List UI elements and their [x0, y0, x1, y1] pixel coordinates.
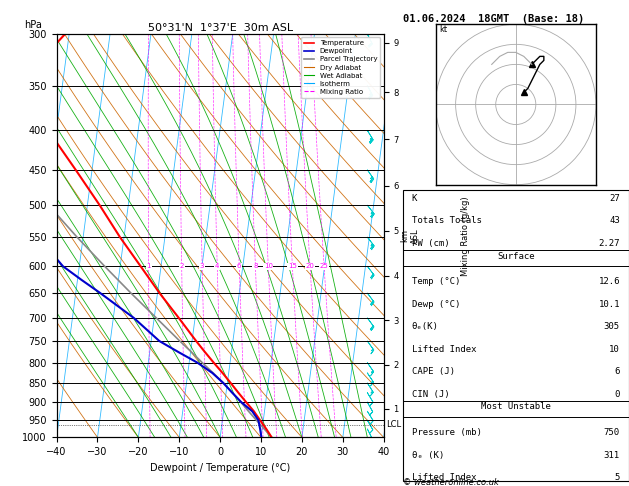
Text: 6: 6 [237, 263, 242, 269]
Text: 1: 1 [147, 263, 151, 269]
Text: 2: 2 [179, 263, 184, 269]
Text: 750: 750 [604, 428, 620, 437]
Text: CIN (J): CIN (J) [411, 390, 449, 399]
Text: 3: 3 [200, 263, 204, 269]
Text: 5: 5 [615, 473, 620, 482]
Text: 15: 15 [288, 263, 297, 269]
Text: Surface: Surface [497, 252, 535, 260]
Legend: Temperature, Dewpoint, Parcel Trajectory, Dry Adiabat, Wet Adiabat, Isotherm, Mi: Temperature, Dewpoint, Parcel Trajectory… [301, 37, 380, 98]
X-axis label: Dewpoint / Temperature (°C): Dewpoint / Temperature (°C) [150, 463, 290, 473]
Text: K: K [411, 194, 417, 203]
Text: Most Unstable: Most Unstable [481, 402, 551, 411]
Text: 305: 305 [604, 322, 620, 331]
Text: 12.6: 12.6 [598, 278, 620, 286]
Text: 10: 10 [610, 345, 620, 354]
Text: Totals Totals: Totals Totals [411, 216, 481, 226]
Text: PW (cm): PW (cm) [411, 239, 449, 248]
Text: Dewp (°C): Dewp (°C) [411, 300, 460, 309]
Title: 50°31'N  1°37'E  30m ASL: 50°31'N 1°37'E 30m ASL [148, 23, 292, 33]
Text: Temp (°C): Temp (°C) [411, 278, 460, 286]
Text: 10.1: 10.1 [598, 300, 620, 309]
Text: 10: 10 [264, 263, 273, 269]
Text: LCL: LCL [386, 420, 401, 429]
Text: 2.27: 2.27 [598, 239, 620, 248]
Text: 4: 4 [215, 263, 220, 269]
Text: 27: 27 [610, 194, 620, 203]
Text: 6: 6 [615, 367, 620, 376]
Text: © weatheronline.co.uk: © weatheronline.co.uk [403, 478, 498, 486]
Text: 311: 311 [604, 451, 620, 460]
Text: Mixing Ratio (g/kg): Mixing Ratio (g/kg) [461, 196, 470, 276]
Text: 0: 0 [615, 390, 620, 399]
Text: 25: 25 [320, 263, 328, 269]
Text: 43: 43 [610, 216, 620, 226]
Text: CAPE (J): CAPE (J) [411, 367, 455, 376]
Text: kt: kt [440, 25, 448, 35]
Text: Pressure (mb): Pressure (mb) [411, 428, 481, 437]
Text: θₑ(K): θₑ(K) [411, 322, 438, 331]
Text: Lifted Index: Lifted Index [411, 345, 476, 354]
Text: θₑ (K): θₑ (K) [411, 451, 444, 460]
Text: hPa: hPa [24, 20, 42, 30]
Text: 01.06.2024  18GMT  (Base: 18): 01.06.2024 18GMT (Base: 18) [403, 14, 584, 24]
Text: Lifted Index: Lifted Index [411, 473, 476, 482]
Y-axis label: km
ASL: km ASL [400, 228, 420, 243]
Text: 20: 20 [306, 263, 314, 269]
Text: 8: 8 [253, 263, 258, 269]
